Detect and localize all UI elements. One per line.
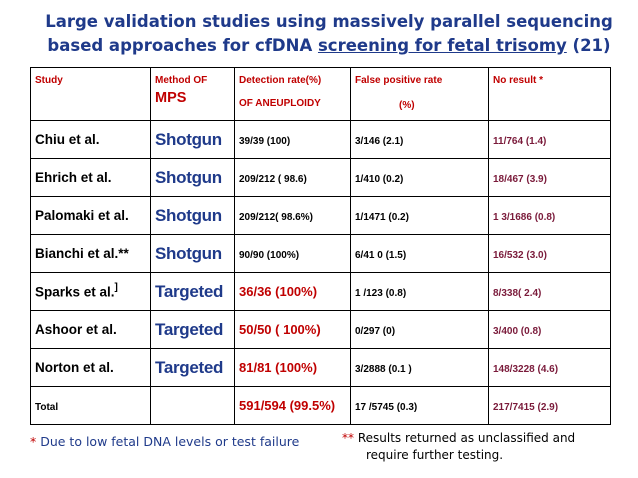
footnote-unclassified: ** Results returned as unclassified and r… xyxy=(342,430,632,464)
cell-method: Shotgun xyxy=(150,120,235,159)
cell-study: Ehrich et al. xyxy=(30,158,151,197)
cell-study: Norton et al. xyxy=(30,348,151,387)
cell-method: Targeted xyxy=(150,348,235,387)
footnote-no-result-text: Due to low fetal DNA levels or test fail… xyxy=(36,434,300,449)
cell-method: Targeted xyxy=(150,272,235,311)
table-row: Ashoor et al. Targeted 50/50 ( 100%) 0/2… xyxy=(30,310,611,349)
table-row: Sparks et al.] Targeted 36/36 (100%) 1 /… xyxy=(30,272,611,311)
cell-study: Bianchi et al.** xyxy=(30,234,151,273)
cell-no-result: 1 3/1686 (0.8) xyxy=(488,196,611,235)
cell-detection: 90/90 (100%) xyxy=(234,234,351,273)
header-study: Study xyxy=(30,67,151,121)
cell-false-positive: 1 /123 (0.8) xyxy=(350,272,489,311)
cell-false-positive: 1/1471 (0.2) xyxy=(350,196,489,235)
cell-total-label: Total xyxy=(30,386,151,425)
cell-false-positive: 6/41 0 (1.5) xyxy=(350,234,489,273)
table-row: Norton et al. Targeted 81/81 (100%) 3/28… xyxy=(30,348,611,387)
cell-study: Ashoor et al. xyxy=(30,310,151,349)
cell-false-positive: 3/2888 (0.1 ) xyxy=(350,348,489,387)
cell-no-result: 18/467 (3.9) xyxy=(488,158,611,197)
table-row: Bianchi et al.** Shotgun 90/90 (100%) 6/… xyxy=(30,234,611,273)
header-no-result: No result * xyxy=(488,67,611,121)
cell-detection: 81/81 (100%) xyxy=(234,348,351,387)
cell-detection: 36/36 (100%) xyxy=(234,272,351,311)
validation-studies-table: Study Method OF MPS Detection rate(%) OF A… xyxy=(30,67,611,425)
header-method: Method OF MPS xyxy=(150,67,235,121)
title-line-2-pre: based approaches for cfDNA xyxy=(47,36,318,55)
header-row: Study Method OF MPS Detection rate(%) OF A… xyxy=(30,67,611,121)
title-line-2: based approaches for cfDNA screening for… xyxy=(34,34,624,58)
cell-false-positive: 3/146 (2.1) xyxy=(350,120,489,159)
header-detection-sub: OF ANEUPLOIDY xyxy=(239,98,321,109)
table-row: Ehrich et al. Shotgun 209/212 ( 98.6) 1/… xyxy=(30,158,611,197)
slide-title: Large validation studies using massively… xyxy=(34,10,624,58)
cell-study: Sparks et al.] xyxy=(30,272,151,311)
footnote-asterisk: * xyxy=(30,434,37,449)
cell-no-result: 3/400 (0.8) xyxy=(488,310,611,349)
cell-no-result: 11/764 (1.4) xyxy=(488,120,611,159)
header-fp-unit: (%) xyxy=(399,100,415,111)
cell-no-result: 8/338( 2.4) xyxy=(488,272,611,311)
cell-method: Targeted xyxy=(150,310,235,349)
cell-no-result: 16/532 (3.0) xyxy=(488,234,611,273)
cell-total-method xyxy=(150,386,235,425)
cell-detection: 39/39 (100) xyxy=(234,120,351,159)
cell-false-positive: 0/297 (0) xyxy=(350,310,489,349)
footnote-unclassified-line-2: require further testing. xyxy=(366,448,504,462)
cell-method: Shotgun xyxy=(150,196,235,235)
cell-detection: 209/212 ( 98.6) xyxy=(234,158,351,197)
cell-method: Shotgun xyxy=(150,158,235,197)
footnote-double-asterisk: ** xyxy=(342,431,354,445)
header-method-mps: MPS xyxy=(155,90,187,106)
footnote-no-result: * Due to low fetal DNA levels or test fa… xyxy=(30,434,299,449)
header-false-positive: False positive rate (%) xyxy=(350,67,489,121)
footnote-unclassified-line-1: Results returned as unclassified and xyxy=(354,431,576,445)
title-line-1: Large validation studies using massively… xyxy=(45,12,613,31)
cell-method: Shotgun xyxy=(150,234,235,273)
table-row: Palomaki et al. Shotgun 209/212( 98.6%) … xyxy=(30,196,611,235)
total-row: Total 591/594 (99.5%) 17 /5745 (0.3) 217… xyxy=(30,386,611,425)
cell-total-detection: 591/594 (99.5%) xyxy=(234,386,351,425)
cell-no-result: 148/3228 (4.6) xyxy=(488,348,611,387)
table-row: Chiu et al. Shotgun 39/39 (100) 3/146 (2… xyxy=(30,120,611,159)
cell-study: Chiu et al. xyxy=(30,120,151,159)
cell-total-false-positive: 17 /5745 (0.3) xyxy=(350,386,489,425)
cell-detection: 209/212( 98.6%) xyxy=(234,196,351,235)
cell-total-no-result: 217/7415 (2.9) xyxy=(488,386,611,425)
header-detection: Detection rate(%) OF ANEUPLOIDY xyxy=(234,67,351,121)
cell-study: Palomaki et al. xyxy=(30,196,151,235)
title-line-2-post: (21) xyxy=(566,36,611,55)
cell-false-positive: 1/410 (0.2) xyxy=(350,158,489,197)
cell-detection: 50/50 ( 100%) xyxy=(234,310,351,349)
title-underlined-phrase: screening for fetal trisomy xyxy=(317,36,567,55)
